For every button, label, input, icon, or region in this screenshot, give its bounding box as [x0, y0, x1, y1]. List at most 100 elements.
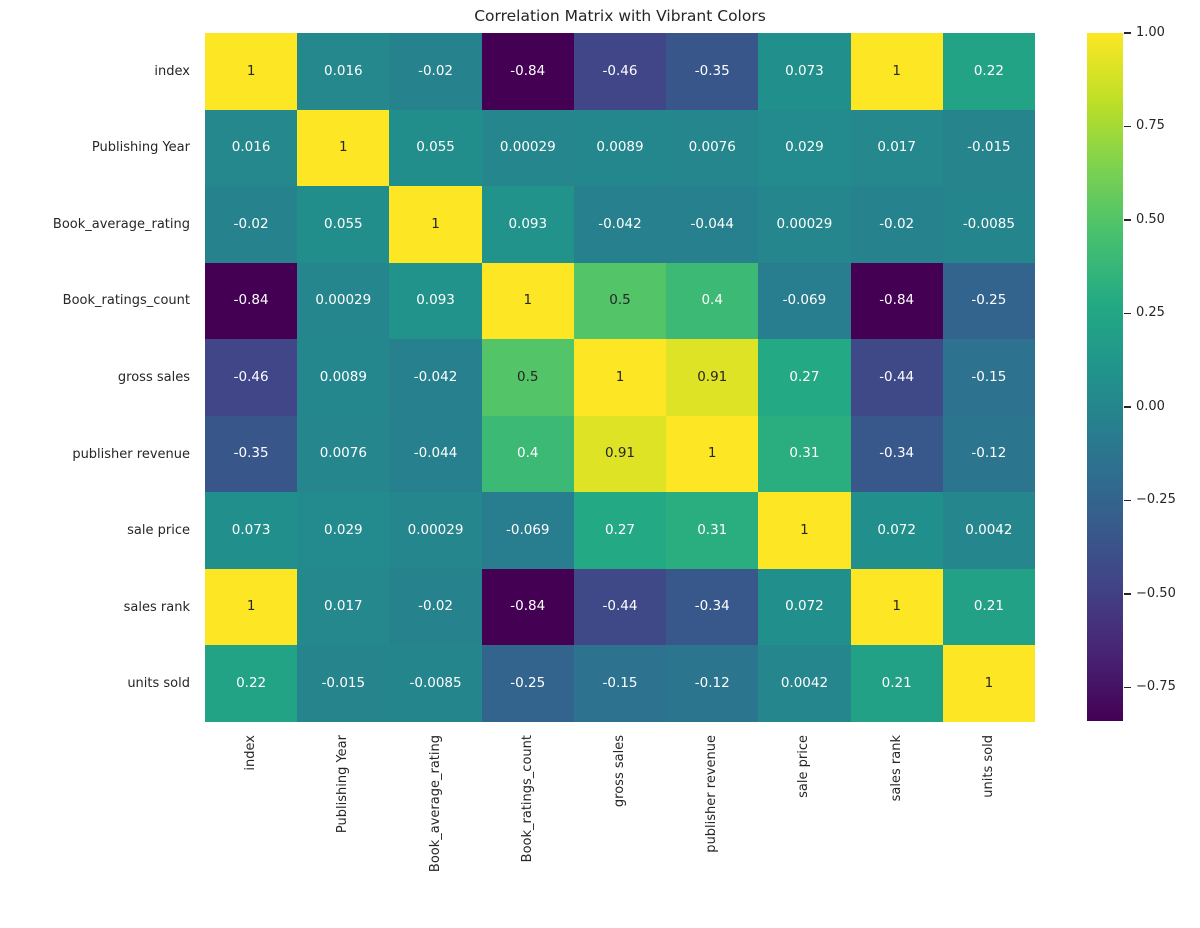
colorbar-tick-label: −0.25	[1136, 492, 1176, 508]
heatmap-cell: -0.044	[666, 186, 759, 263]
heatmap-cell: 0.016	[297, 33, 390, 110]
heatmap-cell: 1	[573, 339, 667, 416]
colorbar-tick	[1124, 593, 1131, 595]
cell-annotation: 1	[615, 368, 625, 385]
heatmap-cell: 0.093	[389, 262, 482, 340]
heatmap-cell: -0.35	[666, 33, 759, 110]
cell-annotation: 1	[431, 215, 440, 232]
cell-annotation: 0.072	[785, 598, 824, 615]
cell-annotation: -0.34	[694, 598, 730, 615]
heatmap-cell: 1	[205, 568, 298, 646]
heatmap-cell: -0.46	[205, 339, 298, 416]
cell-annotation: 0.0076	[688, 139, 736, 156]
heatmap-cell: 0.00029	[297, 262, 390, 340]
heatmap-cell: -0.0085	[389, 645, 482, 722]
cell-annotation: -0.044	[690, 215, 734, 232]
heatmap-grid: 1 0.016 -0.02 -0.84 -0.46 -0.35 0.073 1 0.22 0.01…	[205, 33, 1035, 722]
cell-annotation: -0.46	[233, 368, 269, 385]
cell-annotation: 0.5	[517, 368, 539, 385]
cell-annotation: -0.0085	[962, 215, 1015, 232]
heatmap-cell: -0.35	[205, 415, 298, 493]
cell-annotation: -0.02	[418, 62, 454, 79]
x-tick-label: index	[243, 735, 259, 771]
cell-annotation: 1	[892, 62, 901, 79]
heatmap-cell: 0.072	[850, 492, 943, 569]
heatmap-cell: 0.91	[666, 339, 759, 416]
cell-annotation: -0.0085	[409, 674, 462, 691]
heatmap-cell: 0.029	[758, 109, 851, 187]
colorbar-tick	[1124, 219, 1131, 221]
cell-annotation: -0.44	[879, 368, 915, 385]
heatmap-cell: -0.15	[573, 645, 667, 722]
heatmap-cell: -0.015	[942, 109, 1035, 187]
cell-annotation: -0.46	[602, 62, 638, 79]
cell-annotation: -0.34	[879, 445, 915, 462]
heatmap-cell: 0.31	[666, 492, 759, 569]
cell-annotation: 0.22	[973, 62, 1004, 79]
x-tick-label: sales rank	[888, 735, 904, 802]
heatmap-cell: -0.25	[481, 645, 574, 722]
cell-annotation: 0.0042	[780, 674, 829, 691]
heatmap-cell: -0.069	[758, 262, 851, 340]
x-tick-label: sale price	[796, 735, 812, 798]
colorbar-tick-label: 0.00	[1136, 398, 1165, 414]
cell-annotation: -0.069	[506, 521, 550, 538]
colorbar-tick-label: 0.50	[1136, 211, 1165, 227]
cell-annotation: 0.016	[231, 139, 271, 156]
heatmap-cell: -0.84	[205, 262, 298, 340]
colorbar-tick-label: 0.25	[1136, 305, 1165, 321]
heatmap-cell: -0.015	[297, 645, 390, 722]
cell-annotation: -0.12	[694, 674, 730, 691]
heatmap-cell: 0.22	[205, 645, 298, 722]
heatmap-cell: 0.21	[942, 568, 1035, 646]
heatmap-cell: 0.0089	[297, 339, 390, 416]
cell-annotation: 0.017	[324, 598, 363, 615]
cell-annotation: 0.4	[701, 292, 723, 309]
heatmap-cell: 0.0076	[666, 109, 759, 187]
heatmap-cell: 0.21	[850, 645, 943, 722]
x-tick-label: publisher revenue	[704, 735, 720, 853]
cell-annotation: -0.25	[971, 292, 1007, 309]
heatmap-cell: 0.016	[205, 109, 298, 187]
cell-annotation: 0.073	[785, 62, 824, 79]
heatmap-cell: 0.00029	[389, 492, 482, 569]
heatmap-cell: -0.069	[481, 492, 574, 569]
y-tick-label: Book_ratings_count	[62, 293, 190, 309]
cell-annotation: 0.0076	[319, 445, 367, 462]
cell-annotation: -0.35	[694, 62, 730, 79]
heatmap-cell: 0.5	[481, 339, 574, 416]
cell-annotation: 0.093	[508, 215, 548, 232]
heatmap-cell: -0.46	[573, 33, 667, 110]
heatmap-cell: 1	[850, 568, 943, 646]
heatmap-cell: 1	[666, 415, 759, 493]
cell-annotation: -0.84	[879, 292, 915, 309]
heatmap-cell: 0.27	[758, 339, 851, 416]
colorbar-tick-label: 1.00	[1136, 25, 1165, 40]
cell-annotation: 1	[339, 139, 348, 156]
heatmap-cell: 0.0042	[758, 645, 851, 722]
cell-annotation: 1	[800, 521, 809, 538]
heatmap-cell: 0.22	[942, 33, 1035, 110]
heatmap-cell: -0.34	[850, 415, 943, 493]
y-tick-label: index	[154, 63, 190, 79]
cell-annotation: -0.84	[233, 292, 269, 309]
heatmap-cell: 0.073	[205, 492, 298, 569]
heatmap-cell: 0.91	[573, 415, 667, 493]
cell-annotation: 0.0089	[596, 139, 644, 156]
cell-annotation: 1	[246, 598, 256, 615]
heatmap-cell: 0.029	[297, 492, 390, 569]
y-tick-label: Publishing Year	[91, 140, 190, 156]
colorbar-tick-label: −0.50	[1136, 585, 1176, 601]
heatmap-cell: -0.44	[850, 339, 943, 416]
heatmap-cell: 0.017	[297, 568, 390, 646]
heatmap-cell: 1	[942, 645, 1035, 722]
cell-annotation: -0.15	[971, 368, 1007, 385]
heatmap-cell: -0.84	[850, 262, 943, 340]
cell-annotation: 0.055	[324, 215, 363, 232]
cell-annotation: -0.12	[971, 445, 1007, 462]
cell-annotation: 0.093	[416, 292, 455, 309]
cell-annotation: 0.91	[604, 445, 636, 462]
cell-annotation: -0.25	[510, 674, 546, 691]
heatmap-cell: 0.073	[758, 33, 851, 110]
y-tick-label: gross sales	[117, 369, 190, 385]
